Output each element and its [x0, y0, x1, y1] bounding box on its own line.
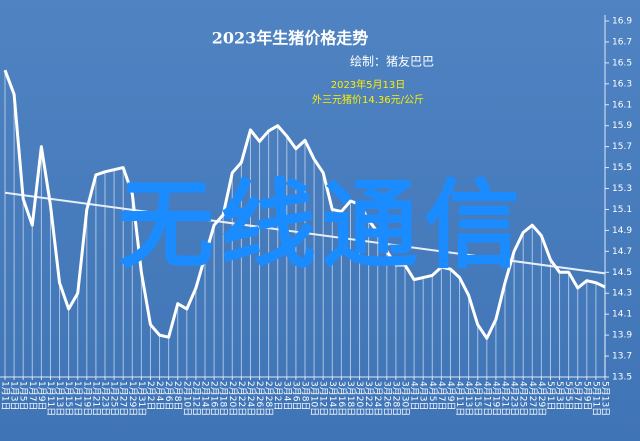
x-tick-label: 5月7日	[572, 381, 583, 410]
x-tick-label: 1月29日	[127, 381, 138, 416]
x-tick-label: 5月3日	[554, 381, 565, 410]
y-tick-label: 15.1	[612, 205, 632, 215]
x-tick-label: 1月31日	[136, 381, 147, 416]
x-tick-label: 4月1日	[409, 381, 420, 410]
x-tick-label: 5月9日	[581, 381, 592, 410]
x-tick-label: 5月1日	[545, 381, 556, 410]
x-tick-label: 2月16日	[209, 381, 220, 416]
trend-line	[4, 191, 606, 275]
price-line	[3, 69, 606, 340]
x-tick-label: 1月27日	[118, 381, 129, 416]
x-tick-label: 4月19日	[490, 381, 501, 416]
y-tick-label: 14.7	[612, 247, 632, 257]
x-tick-label: 4月21日	[500, 381, 511, 416]
x-tick-label: 2月10日	[181, 381, 192, 416]
y-tick-label: 14.9	[612, 226, 632, 236]
x-tick-label: 3月28日	[390, 381, 401, 416]
x-tick-label: 5月11日	[590, 381, 601, 416]
x-tick-label: 3月14日	[327, 381, 338, 416]
y-tick-label: 16.1	[612, 100, 632, 110]
x-tick-label: 1月21日	[90, 381, 101, 416]
x-tick-label: 1月7日	[27, 381, 38, 410]
x-tick-label: 2月12日	[190, 381, 201, 416]
x-tick-label: 3月4日	[281, 381, 292, 410]
x-tick-label: 4月23日	[509, 381, 520, 416]
y-tick-label: 16.7	[612, 37, 632, 47]
y-tick-label: 15.5	[612, 163, 632, 173]
x-tick-label: 3月16日	[336, 381, 347, 416]
x-tick-label: 3月30日	[400, 381, 411, 416]
annotation: 外三元猪价14.36元/公斤	[312, 94, 424, 106]
x-tick-label: 2月6日	[163, 381, 174, 410]
y-tick-label: 16.9	[612, 17, 632, 27]
chart-subtitle: 绘制：猪友巴巴	[350, 54, 434, 69]
x-tick-label: 1月5日	[18, 381, 29, 410]
y-tick-label: 13.9	[612, 331, 632, 341]
x-tick-label: 3月26日	[381, 381, 392, 416]
x-tick-label: 1月1日	[0, 381, 11, 410]
x-tick-label: 2月8日	[172, 381, 183, 410]
x-tick-label: 4月15日	[472, 381, 483, 416]
watermark: 无线通信	[118, 169, 526, 281]
x-tick-label: 1月23日	[100, 381, 111, 416]
x-tick-label: 4月7日	[436, 381, 447, 410]
x-tick-label: 3月22日	[363, 381, 374, 416]
x-tick-label: 2月18日	[218, 381, 229, 416]
x-tick-label: 4月29日	[536, 381, 547, 416]
x-tick-label: 4月17日	[481, 381, 492, 416]
x-tick-label: 4月5日	[427, 381, 438, 410]
x-tick-label: 2月4日	[154, 381, 165, 410]
x-tick-label: 2月22日	[236, 381, 247, 416]
annotation: 2023年5月13日	[331, 78, 406, 91]
x-tick-label: 1月19日	[81, 381, 92, 416]
x-tick-label: 1月25日	[109, 381, 120, 416]
x-tick-label: 4月11日	[454, 381, 465, 416]
x-tick-label: 2月28日	[263, 381, 274, 416]
y-tick-label: 14.3	[612, 289, 632, 299]
y-tick-label: 16.5	[612, 58, 632, 68]
x-tick-label: 1月9日	[36, 381, 47, 410]
x-tick-label: 5月13日	[600, 381, 611, 416]
x-tick-label: 3月6日	[290, 381, 301, 410]
y-tick-label: 15.3	[612, 184, 632, 194]
x-tick-label: 3月2日	[272, 381, 283, 410]
x-tick-label: 2月20日	[227, 381, 238, 416]
x-tick-label: 3月12日	[318, 381, 329, 416]
x-tick-label: 3月18日	[345, 381, 356, 416]
x-tick-label: 1月11日	[45, 381, 56, 416]
y-tick-label: 16.3	[612, 79, 632, 89]
x-tick-label: 3月24日	[372, 381, 383, 416]
x-tick-label: 1月3日	[9, 381, 20, 410]
chart-title: 2023年生猪价格走势	[212, 29, 369, 48]
y-tick-label: 14.1	[612, 310, 632, 320]
x-tick-label: 1月15日	[63, 381, 74, 416]
x-tick-label: 1月13日	[54, 381, 65, 416]
x-tick-label: 4月9日	[445, 381, 456, 410]
x-tick-label: 2月24日	[245, 381, 256, 416]
x-tick-label: 3月10日	[309, 381, 320, 416]
y-tick-label: 15.7	[612, 142, 632, 152]
x-tick-label: 2月26日	[254, 381, 265, 416]
x-tick-label: 4月13日	[463, 381, 474, 416]
y-tick-label: 15.9	[612, 121, 632, 131]
x-tick-label: 5月5日	[563, 381, 574, 410]
x-tick-label: 2月2日	[145, 381, 156, 410]
x-tick-label: 4月25日	[518, 381, 529, 416]
x-tick-label: 4月3日	[418, 381, 429, 410]
y-tick-label: 14.5	[612, 268, 632, 278]
x-tick-label: 4月27日	[527, 381, 538, 416]
x-tick-label: 2月14日	[200, 381, 211, 416]
x-tick-label: 1月17日	[72, 381, 83, 416]
y-tick-label: 13.5	[612, 373, 632, 383]
x-tick-label: 3月8日	[300, 381, 311, 410]
x-tick-label: 3月20日	[354, 381, 365, 416]
y-tick-label: 13.7	[612, 352, 632, 362]
